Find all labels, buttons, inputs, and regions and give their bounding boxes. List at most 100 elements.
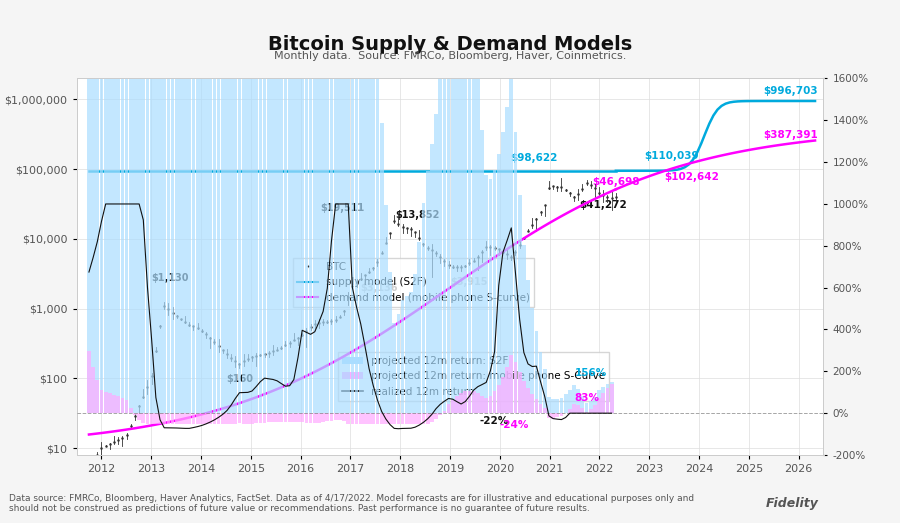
Bar [125, 400, 129, 413]
Bar [405, 296, 409, 413]
Bar [606, 389, 609, 413]
Bar [430, 413, 434, 422]
Text: 83%: 83% [574, 393, 599, 403]
Bar [388, 413, 392, 424]
Bar [359, 78, 363, 413]
Bar [418, 413, 421, 424]
Bar [384, 413, 388, 424]
Bar [275, 78, 279, 413]
Bar [208, 78, 212, 413]
Bar [400, 300, 404, 413]
Bar [576, 389, 580, 413]
Bar [242, 78, 246, 413]
Bar [610, 382, 614, 413]
Bar [580, 396, 584, 413]
Bar [137, 413, 141, 419]
Bar [149, 413, 154, 424]
Text: $41,272: $41,272 [580, 200, 627, 210]
Bar [489, 396, 492, 413]
Bar [443, 78, 446, 413]
Text: $102,642: $102,642 [664, 172, 719, 182]
Bar [426, 413, 429, 424]
Bar [258, 78, 262, 413]
Bar [137, 78, 141, 413]
Bar [225, 413, 229, 424]
Bar [108, 393, 112, 413]
Bar [220, 413, 225, 424]
Bar [555, 399, 559, 413]
Bar [230, 413, 233, 424]
Bar [514, 132, 518, 413]
Bar [296, 413, 300, 422]
Bar [430, 144, 434, 413]
Bar [397, 413, 400, 424]
Text: -22%: -22% [480, 416, 509, 426]
Bar [572, 385, 576, 413]
Bar [547, 396, 551, 413]
Bar [250, 413, 254, 424]
Bar [338, 78, 342, 413]
Bar [535, 399, 538, 413]
Bar [116, 78, 120, 413]
Bar [301, 413, 304, 422]
Bar [547, 413, 551, 418]
Bar [179, 413, 183, 424]
Bar [129, 408, 132, 413]
Bar [539, 351, 543, 413]
Bar [313, 413, 317, 424]
Bar [610, 384, 614, 413]
Bar [413, 274, 417, 413]
Bar [400, 413, 404, 424]
Bar [342, 413, 346, 422]
Bar [543, 369, 546, 413]
Bar [279, 413, 284, 422]
Bar [263, 78, 266, 413]
Bar [284, 413, 287, 422]
Bar [292, 78, 296, 413]
Bar [255, 413, 258, 423]
Bar [446, 78, 451, 413]
Bar [338, 413, 342, 420]
Bar [301, 78, 304, 413]
Bar [410, 413, 413, 424]
Bar [492, 391, 497, 413]
Bar [271, 78, 274, 413]
Bar [95, 78, 99, 413]
Bar [112, 395, 116, 413]
Bar [593, 405, 597, 413]
Bar [192, 413, 195, 424]
Bar [372, 78, 375, 413]
Bar [580, 408, 584, 413]
Text: $110,039: $110,039 [644, 151, 698, 161]
Bar [530, 394, 534, 413]
Bar [568, 409, 572, 413]
Bar [334, 413, 338, 419]
Text: $1,130: $1,130 [151, 273, 189, 283]
Bar [459, 78, 463, 413]
Bar [108, 78, 112, 413]
Bar [434, 115, 438, 413]
Bar [296, 78, 300, 413]
Bar [91, 367, 95, 413]
Bar [284, 78, 287, 413]
Bar [116, 396, 120, 413]
Legend: projected 12m return: S2F, projected 12m return: mobile phone S-Curve, realized : projected 12m return: S2F, projected 12m… [338, 352, 609, 401]
Bar [171, 413, 175, 424]
Bar [91, 78, 95, 413]
Text: 156%: 156% [574, 368, 607, 378]
Bar [326, 413, 329, 422]
Text: $387,391: $387,391 [764, 130, 818, 140]
Bar [267, 78, 271, 413]
Bar [576, 405, 580, 413]
Bar [455, 396, 459, 413]
Bar [509, 79, 513, 413]
Bar [112, 78, 116, 413]
Bar [438, 78, 442, 413]
Bar [551, 413, 555, 418]
Bar [321, 413, 325, 422]
Text: $98,622: $98,622 [509, 153, 557, 163]
Bar [451, 78, 454, 413]
Bar [476, 393, 480, 413]
Bar [121, 398, 124, 413]
Bar [184, 413, 187, 424]
